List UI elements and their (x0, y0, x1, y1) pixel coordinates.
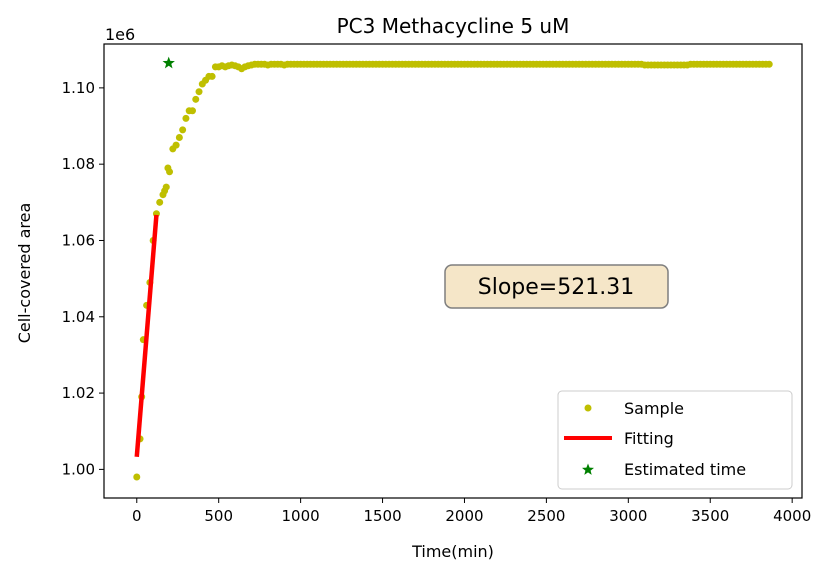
x-axis: 0 500 1000 1500 2000 2500 3000 3500 4000 (132, 498, 811, 525)
axes-frame (103, 43, 803, 499)
x-tick-label: 1500 (363, 507, 401, 525)
plot-area (133, 56, 773, 481)
sample-point (172, 141, 180, 149)
slope-annotation: Slope=521.31 (444, 264, 669, 309)
y-tick-label: 1.06 (62, 231, 95, 249)
sample-point (208, 72, 216, 80)
x-axis-label: Time(min) (411, 542, 494, 561)
y-tick-label: 1.08 (62, 155, 95, 173)
y-axis: 1.00 1.02 1.04 1.06 1.08 1.10 (62, 79, 104, 478)
x-tick-label: 500 (204, 507, 233, 525)
x-tick-label: 3000 (609, 507, 647, 525)
sample-point (156, 198, 164, 206)
y-axis-label: Cell-covered area (15, 203, 34, 344)
sample-point (179, 126, 187, 134)
chart-title: PC3 Methacycline 5 uM (337, 14, 570, 38)
slope-annotation-text: Slope=521.31 (478, 275, 634, 300)
sample-point (765, 60, 773, 68)
x-tick-label: 0 (132, 507, 142, 525)
x-tick-label: 4000 (773, 507, 811, 525)
legend: Sample Fitting Estimated time (557, 390, 793, 490)
sample-point (192, 95, 200, 103)
legend-box (557, 390, 793, 490)
estimated-time-marker (162, 56, 175, 69)
sample-point (162, 183, 170, 191)
legend-marker-sample (584, 404, 592, 412)
sample-point (175, 133, 183, 141)
sample-point (195, 88, 203, 96)
legend-label-sample: Sample (624, 399, 684, 418)
fitting-line (134, 214, 159, 457)
slope-annotation-box (444, 264, 669, 309)
y-tick-label: 1.02 (62, 384, 95, 402)
sample-point (182, 114, 190, 122)
sample-point (188, 107, 196, 115)
y-offset-label: 1e6 (105, 25, 135, 44)
legend-label-fitting: Fitting (624, 429, 674, 448)
x-tick-label: 3500 (691, 507, 729, 525)
x-tick-label: 1000 (282, 507, 320, 525)
legend-marker-estimated (582, 463, 594, 475)
x-tick-label: 2000 (445, 507, 483, 525)
legend-label-estimated: Estimated time (624, 460, 746, 479)
sample-point (166, 168, 174, 176)
x-tick-label: 2500 (527, 507, 565, 525)
y-tick-label: 1.00 (62, 460, 95, 478)
y-tick-label: 1.04 (62, 308, 95, 326)
y-tick-label: 1.10 (62, 79, 95, 97)
sample-point (133, 473, 141, 481)
